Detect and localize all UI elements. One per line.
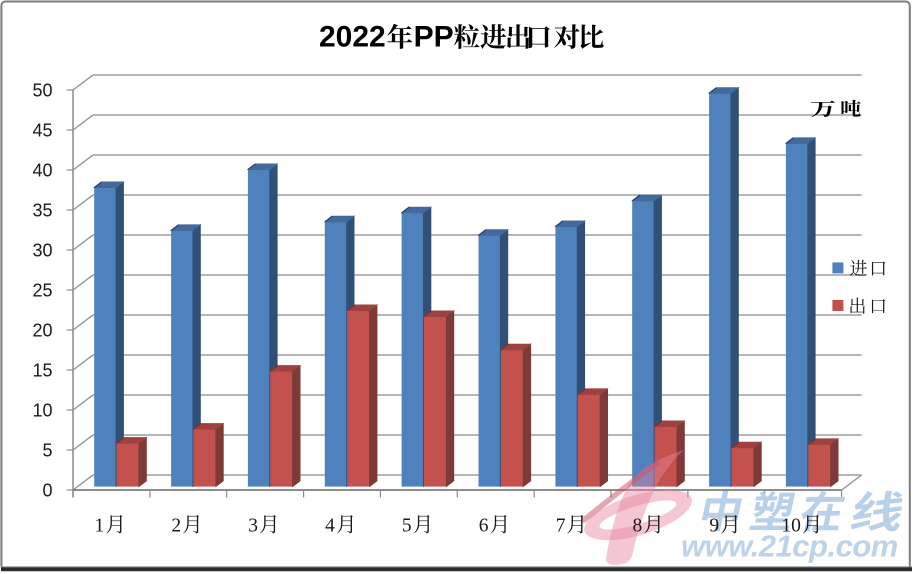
svg-text:40: 40 [32,161,52,181]
svg-text:20: 20 [32,321,52,341]
svg-text:15: 15 [32,361,52,381]
svg-text:50: 50 [32,81,52,101]
svg-text:45: 45 [32,121,52,141]
svg-text:2: 2 [171,516,181,537]
svg-text:0: 0 [42,481,52,501]
svg-text:25: 25 [32,281,52,301]
svg-text:7: 7 [556,516,566,537]
svg-text:35: 35 [32,201,52,221]
svg-text:5: 5 [42,441,52,461]
svg-text:1: 1 [95,516,105,537]
svg-text:10: 10 [781,516,801,537]
svg-text:2022: 2022 [319,21,386,54]
svg-text:6: 6 [479,516,489,537]
svg-text:9: 9 [709,516,719,537]
svg-text:PP: PP [414,21,454,54]
svg-text:www.21cp.com: www.21cp.com [681,529,898,564]
svg-text:5: 5 [402,516,412,537]
svg-text:10: 10 [32,401,52,421]
svg-text:8: 8 [633,516,643,537]
svg-text:30: 30 [32,241,52,261]
svg-text:4: 4 [325,516,335,537]
svg-text:3: 3 [248,516,258,537]
